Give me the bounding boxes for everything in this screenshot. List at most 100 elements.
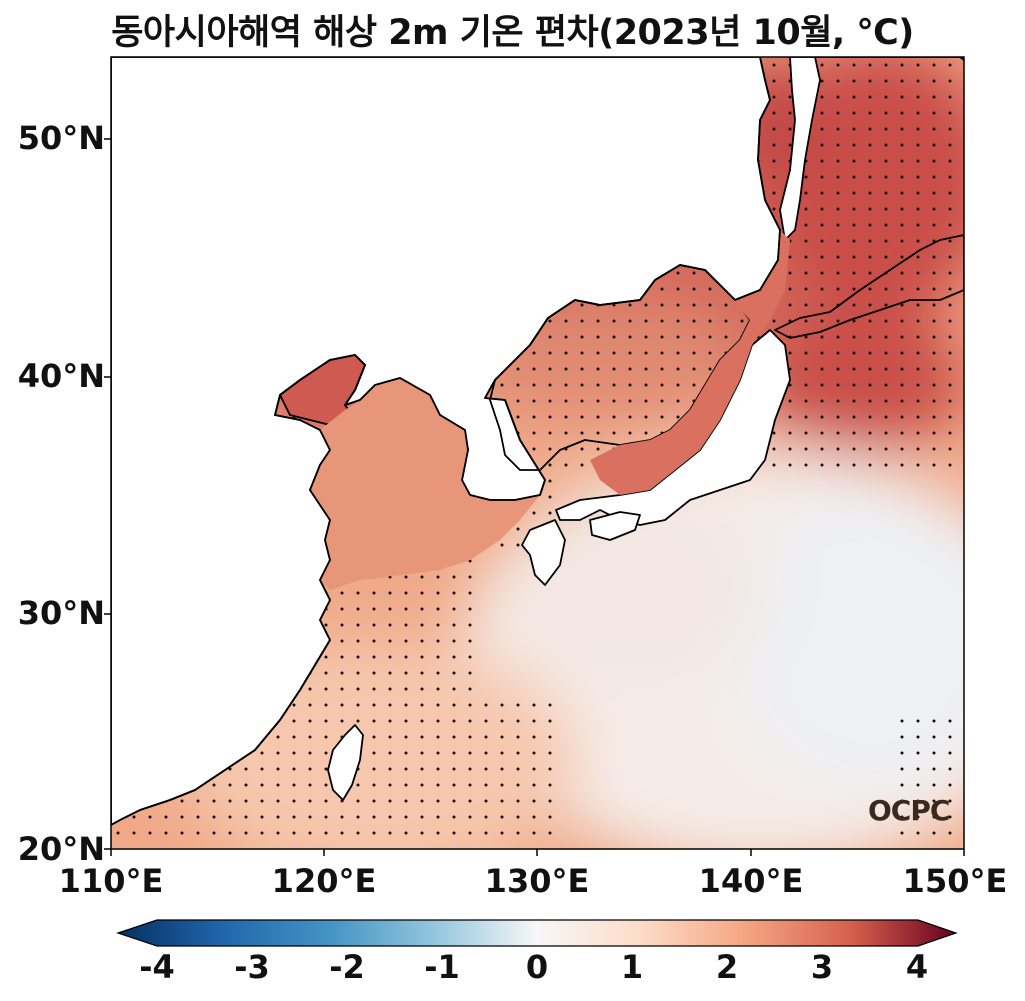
significance-dot (516, 367, 520, 371)
significance-dot (788, 303, 792, 307)
significance-dot (852, 95, 856, 99)
significance-dot (852, 255, 856, 259)
significance-dot (452, 735, 456, 739)
significance-dot (932, 111, 936, 115)
significance-dot (324, 671, 328, 675)
significance-dot (932, 351, 936, 355)
significance-dot (532, 351, 536, 355)
significance-dot (132, 815, 136, 819)
significance-dot (420, 783, 424, 787)
significance-dot (948, 783, 952, 787)
significance-dot (580, 351, 584, 355)
significance-dot (852, 239, 856, 243)
significance-dot (852, 63, 856, 67)
significance-dot (436, 735, 440, 739)
significance-dot (532, 831, 536, 835)
significance-dot (900, 223, 904, 227)
lon-tick-130: 130°E (484, 862, 590, 900)
significance-dot (564, 319, 568, 323)
significance-dot (436, 751, 440, 755)
significance-dot (580, 447, 584, 451)
colorbar-tick: -3 (234, 948, 270, 986)
significance-dot (148, 831, 152, 835)
significance-dot (900, 799, 904, 803)
significance-dot (804, 271, 808, 275)
significance-dot (516, 815, 520, 819)
lat-tick-40: 40°N (17, 357, 105, 395)
significance-dot (660, 383, 664, 387)
significance-dot (452, 639, 456, 643)
significance-dot (548, 495, 552, 499)
significance-dot (372, 783, 376, 787)
significance-dot (836, 191, 840, 195)
significance-dot (468, 671, 472, 675)
significance-dot (532, 783, 536, 787)
significance-dot (452, 655, 456, 659)
significance-dot (180, 831, 184, 835)
significance-dot (948, 191, 952, 195)
significance-dot (484, 831, 488, 835)
significance-dot (916, 303, 920, 307)
significance-dot (260, 799, 264, 803)
significance-dot (388, 607, 392, 611)
significance-dot (292, 799, 296, 803)
significance-dot (820, 383, 824, 387)
significance-dot (580, 335, 584, 339)
significance-dot (404, 831, 408, 835)
significance-dot (420, 767, 424, 771)
significance-dot (804, 303, 808, 307)
significance-dot (708, 367, 712, 371)
significance-dot (804, 335, 808, 339)
significance-dot (548, 351, 552, 355)
significance-dot (500, 383, 504, 387)
significance-dot (916, 319, 920, 323)
significance-dot (948, 335, 952, 339)
significance-dot (452, 831, 456, 835)
significance-dot (852, 287, 856, 291)
ocpc-logo: OCPC (868, 794, 950, 827)
significance-dot (388, 703, 392, 707)
significance-dot (932, 783, 936, 787)
significance-dot (676, 271, 680, 275)
significance-dot (820, 95, 824, 99)
significance-dot (852, 127, 856, 131)
significance-dot (580, 319, 584, 323)
significance-dot (660, 415, 664, 419)
significance-dot (836, 207, 840, 211)
significance-dot (404, 703, 408, 707)
significance-dot (484, 719, 488, 723)
significance-dot (932, 399, 936, 403)
significance-dot (628, 431, 632, 435)
significance-dot (356, 591, 360, 595)
significance-dot (772, 79, 776, 83)
significance-dot (484, 767, 488, 771)
significance-dot (804, 255, 808, 259)
significance-dot (820, 319, 824, 323)
significance-dot (836, 287, 840, 291)
significance-dot (468, 623, 472, 627)
significance-dot (948, 287, 952, 291)
significance-dot (948, 143, 952, 147)
significance-dot (516, 767, 520, 771)
significance-dot (948, 175, 952, 179)
significance-dot (276, 783, 280, 787)
significance-dot (772, 95, 776, 99)
significance-dot (420, 831, 424, 835)
significance-dot (836, 271, 840, 275)
significance-dot (468, 799, 472, 803)
significance-dot (884, 111, 888, 115)
significance-dot (372, 671, 376, 675)
significance-dot (868, 399, 872, 403)
significance-dot (468, 735, 472, 739)
significance-dot (852, 447, 856, 451)
significance-dot (500, 815, 504, 819)
significance-dot (628, 335, 632, 339)
significance-dot (548, 463, 552, 467)
significance-dot (948, 271, 952, 275)
significance-dot (788, 399, 792, 403)
significance-dot (932, 271, 936, 275)
significance-dot (516, 415, 520, 419)
significance-dot (340, 719, 344, 723)
significance-dot (868, 95, 872, 99)
significance-dot (500, 751, 504, 755)
